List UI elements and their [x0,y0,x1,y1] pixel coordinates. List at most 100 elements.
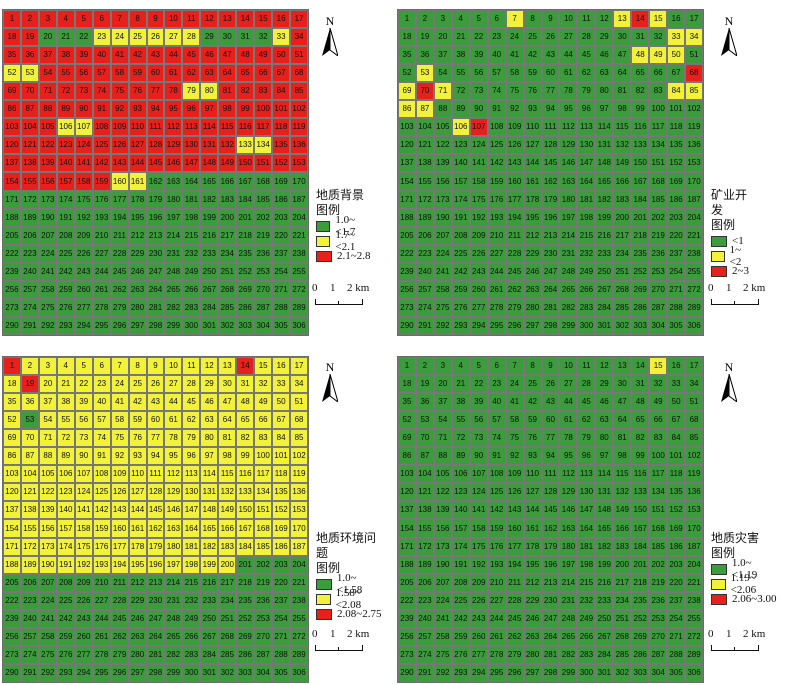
grid-cell: 139 [433,154,452,173]
grid-cell: 289 [290,645,308,664]
grid-cell: 5 [74,10,93,29]
grid-cell: 167 [631,519,650,538]
grid-cell: 272 [685,280,703,299]
grid-cell: 26 [541,375,560,394]
grid-cell: 262 [110,280,129,299]
grid-cell: 251 [613,262,632,281]
legend-swatch-yellow [316,235,331,247]
grid-cell: 180 [559,190,578,209]
grid-cell: 65 [631,411,650,430]
legend-item: 1.0~<1.58 [316,572,381,596]
grid-cell: 243 [469,609,488,628]
grid-cell: 108 [92,118,111,137]
grid-cell: 64 [613,64,632,83]
grid-cell: 14 [631,357,650,376]
grid-cell: 179 [541,190,560,209]
scale-label: 1 [726,628,732,640]
grid-map: 1 2 3 4 5 6 7 8 9 10 11 12 13 14 15 16 17 18 19 20 21 22 23 24 2… [2,9,309,336]
grid-cell: 146 [164,154,183,173]
grid-cell: 7 [110,10,129,29]
grid-cell: 138 [415,501,434,520]
grid-cell: 260 [74,280,93,299]
grid-cell: 123 [56,136,75,155]
grid-cell: 122 [38,136,57,155]
grid-cell: 14 [236,10,255,29]
grid-cell: 227 [92,591,111,610]
grid-cell: 83 [649,82,668,101]
grid-cell: 168 [649,172,668,191]
grid-cell: 186 [272,190,291,209]
grid-cell: 287 [254,645,273,664]
grid-cell: 16 [272,357,291,376]
grid-cell: 123 [56,483,75,502]
grid-cell: 33 [667,28,686,47]
legend-swatch-red [316,250,332,262]
grid-cell: 269 [631,627,650,646]
grid-cell: 223 [20,244,39,263]
grid-cell: 80 [200,429,219,448]
grid-cell: 171 [3,537,21,556]
grid-cell: 298 [146,316,165,335]
grid-cell: 232 [182,591,201,610]
grid-cell: 30 [613,375,632,394]
grid-cell: 60 [541,64,560,83]
grid-cell: 166 [218,172,237,191]
grid-cell: 209 [74,573,93,592]
grid-cell: 143 [505,154,524,173]
grid-cell: 68 [685,64,703,83]
grid-cell: 33 [272,375,291,394]
grid-cell: 111 [146,465,165,484]
grid-cell: 76 [523,429,542,448]
grid-cell: 37 [433,46,452,65]
grid-cell: 170 [685,172,703,191]
grid-cell: 4 [451,357,470,376]
grid-cell: 115 [613,118,632,137]
grid-cell: 295 [92,316,111,335]
grid-cell: 200 [218,208,237,227]
grid-cell: 152 [272,154,291,173]
grid-cell: 186 [667,537,686,556]
grid-cell: 208 [451,573,470,592]
grid-cell: 89 [451,100,470,119]
grid-cell: 258 [433,280,452,299]
grid-cell: 68 [685,411,703,430]
north-arrow-icon: N [318,360,342,402]
grid-cell: 89 [56,100,75,119]
grid-cell: 153 [290,154,308,173]
legend-swatch-yellow [711,578,726,590]
grid-cell: 121 [415,136,434,155]
grid-cell: 177 [110,537,129,556]
grid-cell: 114 [200,118,219,137]
grid-cell: 75 [110,82,129,101]
grid-cell: 162 [146,519,165,538]
grid-cell: 178 [128,537,147,556]
grid-cell: 135 [272,136,291,155]
grid-cell: 7 [110,357,129,376]
grid-cell: 294 [74,663,93,682]
grid-cell: 240 [20,262,39,281]
grid-cell: 290 [3,316,21,335]
legend-swatch-green [316,578,332,590]
grid-cell: 102 [685,447,703,466]
grid-cell: 295 [487,316,506,335]
grid-cell: 166 [613,519,632,538]
grid-cell: 9 [146,10,165,29]
legend-subtitle: 图例 [316,203,341,217]
north-arrow-icon: N [717,14,741,56]
grid-cell: 24 [110,375,129,394]
grid-cell: 44 [559,46,578,65]
legend-item: 1.0~<1.19 [711,557,776,581]
grid-cell: 116 [236,118,255,137]
grid-cell: 266 [182,627,201,646]
grid-cell: 164 [182,172,201,191]
grid-cell: 156 [38,519,57,538]
grid-cell: 56 [74,64,93,83]
grid-cell: 301 [595,663,614,682]
grid-cell: 126 [110,483,129,502]
grid-cell: 142 [487,154,506,173]
grid-cell: 252 [236,609,255,628]
legend-item: 1.58~<2.08 [316,587,381,611]
grid-cell: 228 [110,591,129,610]
grid-cell: 273 [3,645,21,664]
grid-cell: 159 [487,172,506,191]
